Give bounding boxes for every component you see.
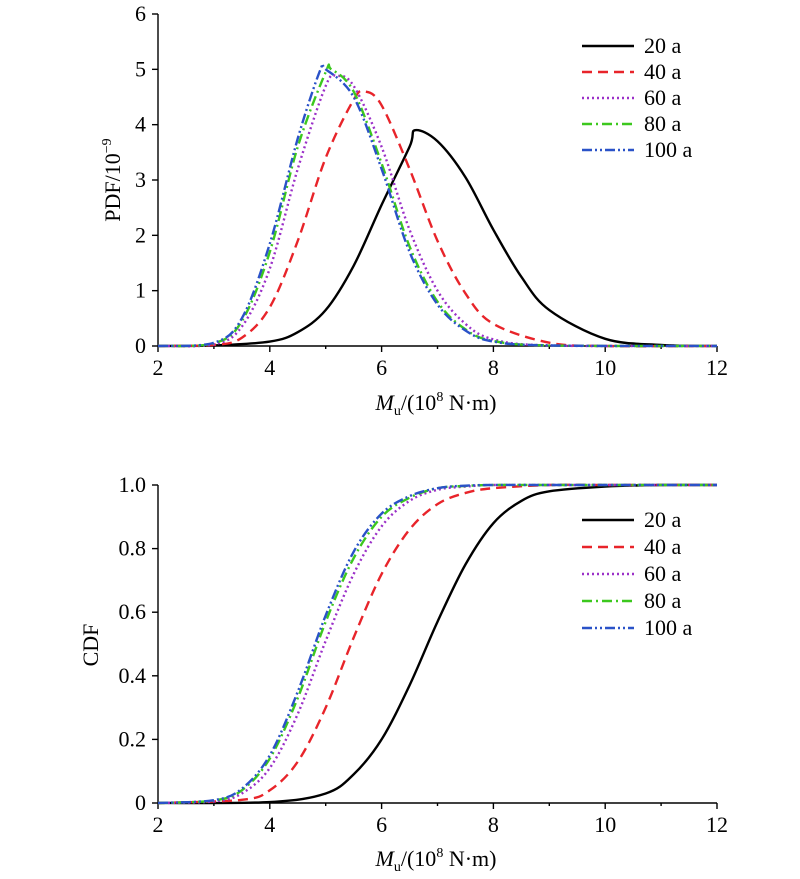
pdf-legend-label: 40 a: [644, 59, 682, 84]
cdf-series-40a-line: [157, 483, 717, 805]
pdf-series-40a-line: [157, 89, 718, 348]
cdf-y-axis-title: CDF: [78, 624, 103, 667]
pdf-y-tick-label: 2: [135, 222, 146, 247]
pdf-series-80a-line: [157, 63, 718, 348]
pdf-legend-label: 100 a: [644, 137, 693, 162]
cdf-series-60a-line: [157, 483, 717, 805]
pdf-y-tick-label: 5: [135, 56, 146, 81]
pdf-x-axis-title: Mu/(108 N·m): [375, 390, 497, 419]
pdf-x-tick-label: 12: [706, 355, 728, 380]
pdf-y-tick-label: 3: [135, 167, 146, 192]
pdf-series-60a-line: [157, 73, 718, 348]
pdf-x-tick-label: 2: [153, 355, 164, 380]
cdf-y-tick-label: 0.8: [119, 536, 147, 561]
pdf-y-tick-label: 6: [135, 1, 146, 26]
pdf-series-20a-line: [157, 128, 718, 348]
pdf-legend-label: 80 a: [644, 111, 682, 136]
cdf-y-tick-label: 0: [135, 790, 146, 815]
pdf-legend-label: 20 a: [644, 33, 682, 58]
cdf-x-tick-label: 12: [706, 812, 728, 837]
cdf-series-100a-line: [157, 483, 717, 805]
pdf-y-tick-label: 4: [135, 112, 146, 137]
cdf-y-tick-label: 0.2: [119, 726, 147, 751]
cdf-series-80a-line: [157, 483, 717, 805]
cdf-y-tick-label: 0.4: [119, 663, 147, 688]
pdf-y-axis-title: PDF/10−9: [100, 138, 125, 221]
cdf-x-tick-label: 10: [594, 812, 616, 837]
pdf-x-tick-label: 4: [264, 355, 275, 380]
cdf-x-tick-label: 8: [488, 812, 499, 837]
cdf-curves: [157, 483, 718, 805]
cdf-legend-label: 100 a: [644, 615, 693, 640]
cdf-x-tick-label: 4: [264, 812, 275, 837]
cdf-x-tick-label: 2: [153, 812, 164, 837]
cdf-legend-label: 20 a: [644, 507, 682, 532]
pdf-x-tick-label: 8: [488, 355, 499, 380]
pdf-legend-label: 60 a: [644, 85, 682, 110]
cdf-y-tick-label: 0.6: [119, 599, 147, 624]
cdf-legend-label: 60 a: [644, 561, 682, 586]
cdf-y-tick-label: 1.0: [119, 472, 147, 497]
cdf-chart: 2 4 6 8 10 12 0 0.2 0.4 0.6 0.8 1.0 20 a40 a60 a80 …: [78, 472, 728, 875]
pdf-y-tick-label: 0: [135, 333, 146, 358]
cdf-series-20a-line: [157, 483, 718, 805]
pdf-y-tick-label: 1: [135, 278, 146, 303]
pdf-x-tick-label: 10: [594, 355, 616, 380]
cdf-axes: 2 4 6 8 10 12 0 0.2 0.4 0.6 0.8 1.0: [119, 472, 729, 837]
cdf-legend-label: 80 a: [644, 588, 682, 613]
cdf-x-axis-title: Mu/(108 N·m): [375, 846, 497, 875]
pdf-x-tick-label: 6: [376, 355, 387, 380]
cdf-legend-label: 40 a: [644, 534, 682, 559]
pdf-curves: [157, 62, 718, 348]
cdf-x-tick-label: 6: [376, 812, 387, 837]
pdf-series-100a-line: [157, 62, 718, 348]
